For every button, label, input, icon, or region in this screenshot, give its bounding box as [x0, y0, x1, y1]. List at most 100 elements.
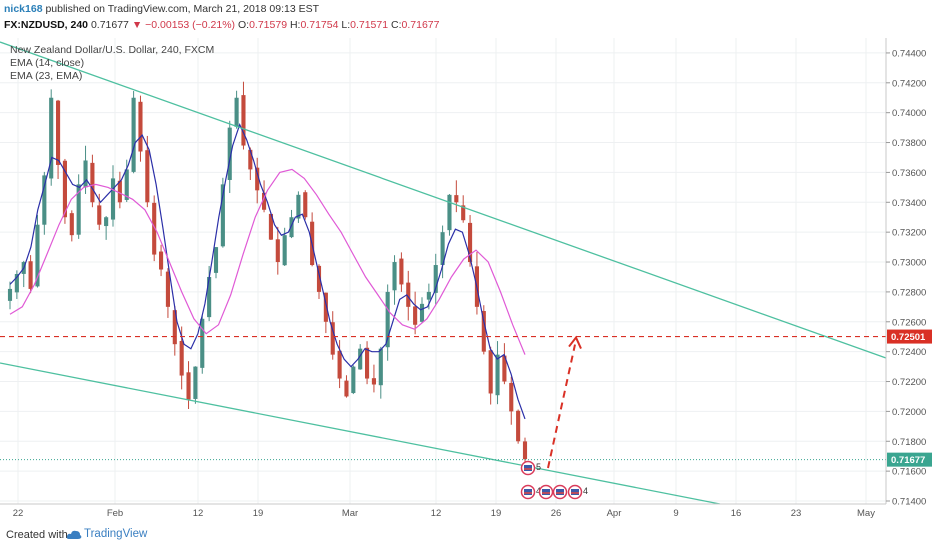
candle-body: [248, 149, 253, 170]
candle-body: [97, 205, 102, 225]
time-axis[interactable]: 22 Feb 12 19 Mar 12 19 26 Apr 9 16 23 May: [0, 503, 886, 519]
price-tick-label: 0.73200: [892, 228, 926, 239]
ema23-line: [9, 168, 526, 355]
time-tick-label: 9: [673, 508, 678, 519]
low-value: 0.71571: [350, 19, 389, 31]
candle-body: [138, 101, 143, 152]
candle-body: [522, 441, 528, 460]
time-tick-label: 12: [193, 508, 204, 519]
candle-body: [145, 150, 150, 203]
projection-arrowhead-icon: [568, 335, 582, 349]
candle-body: [371, 378, 376, 385]
candle-body: [433, 265, 438, 293]
publish-info: published on TradingView.com, March 21, …: [42, 3, 320, 15]
candle-body: [42, 175, 47, 225]
price-tick-label: 0.71400: [892, 497, 926, 508]
candle-body: [227, 127, 232, 180]
tradingview-logo[interactable]: TradingView: [66, 528, 147, 540]
candle-body: [351, 366, 356, 394]
candle-body: [392, 262, 397, 291]
symbol-line: FX:NZDUSD, 240 0.71677 ▼ −0.00153 (−0.21…: [4, 19, 439, 31]
candle-body: [117, 180, 122, 203]
candle-body: [35, 224, 40, 287]
candle-body: [207, 276, 212, 318]
candle-body: [90, 162, 95, 203]
candle-body: [255, 167, 260, 191]
time-tick-label: May: [857, 508, 875, 519]
candle-body: [488, 350, 493, 394]
resistance-price-tag: 0.72501: [891, 332, 926, 343]
time-tick-label: 19: [253, 508, 264, 519]
time-tick-label: Feb: [107, 508, 123, 519]
projection-arrow: [547, 344, 576, 469]
candle-body: [124, 169, 129, 200]
event-count-label: 4: [536, 486, 541, 496]
drawing-tools: [0, 41, 887, 505]
price-axis[interactable]: 0.71400 0.71600 0.71800 0.72000 0.72200 0.724…: [885, 38, 932, 508]
time-tick-label: 16: [731, 508, 742, 519]
price-tick-label: 0.74200: [892, 78, 926, 89]
event-badges: 54334: [520, 460, 588, 500]
candle-body: [316, 265, 322, 292]
candle-body: [323, 292, 328, 322]
price-tick-label: 0.71800: [892, 437, 926, 448]
price-change: −0.00153 (−0.21%): [145, 19, 236, 31]
event-count-label: 4: [583, 486, 588, 496]
candle-body: [200, 318, 205, 368]
candle-body: [289, 217, 294, 238]
ema-lines: [9, 122, 526, 420]
candle-body: [179, 340, 184, 376]
candle-body: [62, 160, 67, 218]
flag-icon-field: [556, 489, 564, 495]
lower-trendline: [0, 362, 721, 505]
close-value: 0.71677: [401, 19, 440, 31]
price-chart[interactable]: 0.71400 0.71600 0.71800 0.72000 0.72200 0.724…: [0, 38, 932, 520]
candle-body: [378, 348, 383, 386]
time-tick-label: 12: [431, 508, 442, 519]
symbol-label[interactable]: FX:NZDUSD, 240: [4, 19, 89, 31]
candle-body: [461, 205, 466, 221]
chart-legend: New Zealand Dollar/U.S. Dollar, 240, FXC…: [10, 44, 214, 83]
time-tick-label: Mar: [342, 508, 358, 519]
legend-ema23[interactable]: EMA (23, EMA): [10, 70, 83, 82]
time-tick-label: 23: [791, 508, 802, 519]
cloud-icon: [66, 530, 82, 539]
candle-body: [110, 178, 116, 220]
candle-body: [76, 184, 81, 235]
candle-body: [268, 213, 273, 240]
high-label: H:: [289, 19, 301, 31]
candle-body: [165, 271, 170, 307]
candle-body: [419, 303, 425, 322]
candle-body: [131, 97, 136, 172]
flag-icon-field: [571, 489, 579, 495]
candle-body: [303, 192, 308, 218]
price-tick-label: 0.72400: [892, 347, 926, 358]
candle-body: [365, 347, 370, 379]
candle-body: [516, 410, 521, 442]
ema14-line: [9, 122, 526, 420]
candle-body: [275, 239, 280, 263]
price-tick-label: 0.73000: [892, 258, 926, 269]
candle-body: [502, 355, 507, 382]
open-value: 0.71579: [249, 19, 288, 31]
price-tick-label: 0.72200: [892, 377, 926, 388]
candle-body: [440, 232, 445, 266]
footer: Created with TradingView: [0, 520, 932, 550]
author-link[interactable]: nick168: [4, 3, 43, 15]
close-label: C:: [391, 19, 402, 31]
legend-ema14[interactable]: EMA (14, close): [10, 57, 85, 69]
candle-body: [69, 213, 74, 236]
resistance-price-tag-bg: [887, 329, 932, 344]
candle-body: [509, 382, 514, 412]
candle-body: [234, 97, 239, 127]
last-price-tag-bg: [887, 452, 932, 467]
price-tick-label: 0.72800: [892, 287, 926, 298]
candle-body: [406, 282, 411, 307]
candle-body: [186, 372, 191, 400]
price-tick-label: 0.73600: [892, 168, 926, 179]
candle-body: [481, 311, 486, 352]
high-value: 0.71754: [300, 19, 339, 31]
candle-body: [83, 160, 88, 188]
candle-body: [413, 306, 418, 325]
candle-body: [385, 291, 390, 348]
